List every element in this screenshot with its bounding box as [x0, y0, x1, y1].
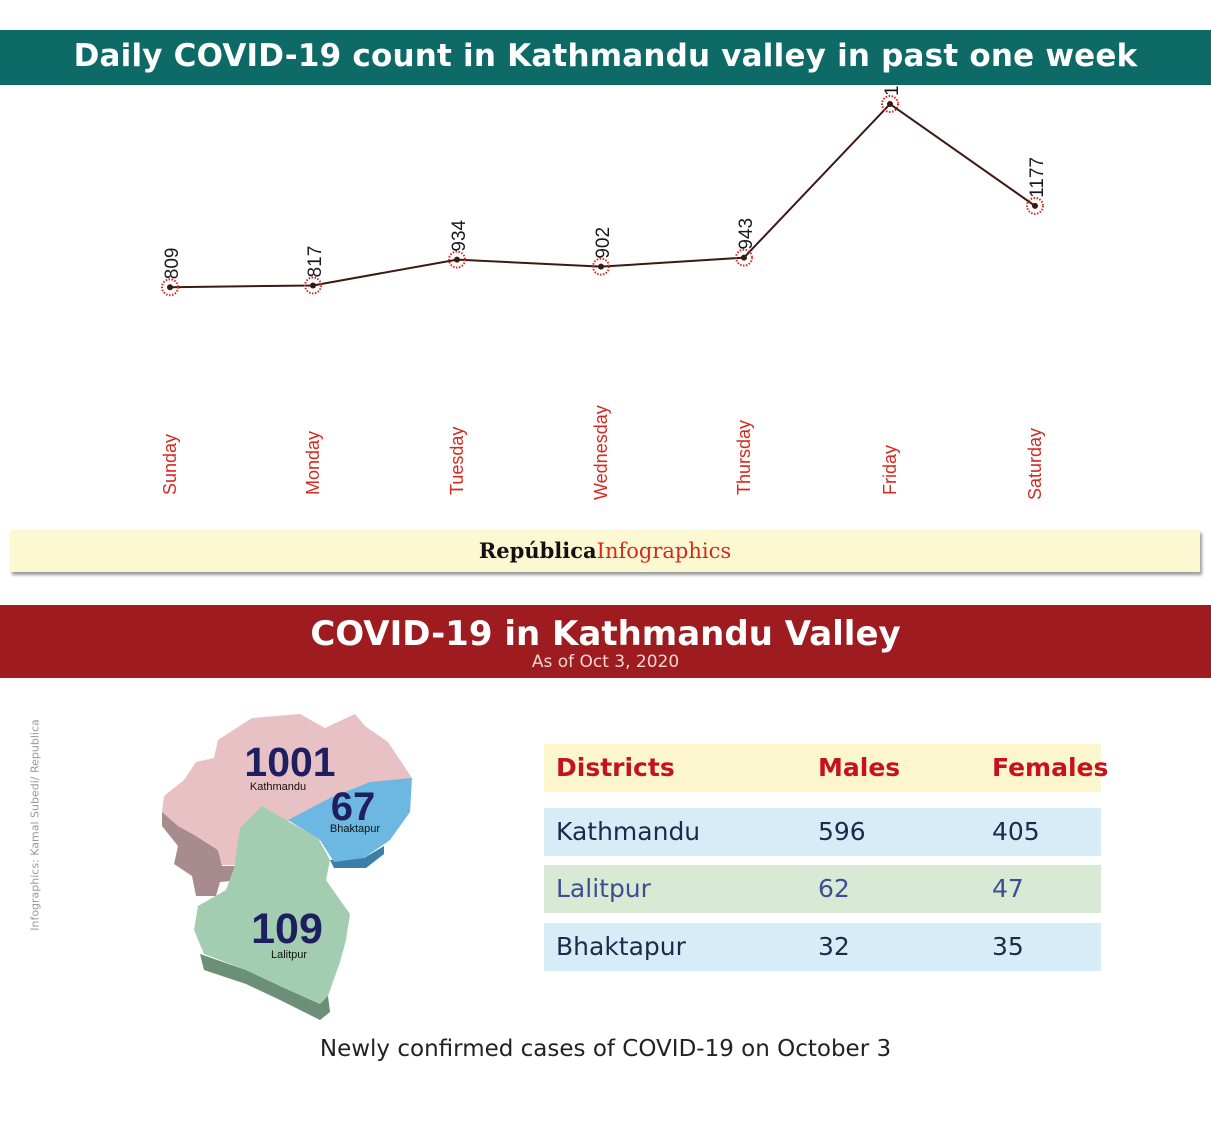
data-point — [161, 278, 179, 297]
brand-name: República — [478, 538, 597, 563]
brand-suffix: Infographics — [596, 539, 732, 563]
district-cell: Lalitpur — [556, 874, 651, 903]
data-label: 943 — [736, 218, 757, 250]
data-label: 1177 — [1027, 157, 1048, 198]
section-subtitle: As of Oct 3, 2020 — [531, 652, 680, 672]
lalitpur-region — [194, 806, 350, 1004]
bhaktapur-region — [288, 778, 412, 862]
kathmandu-region-shadow — [162, 812, 242, 896]
data-point — [881, 95, 899, 114]
section-banner: COVID-19 in Kathmandu Valley As of Oct 3… — [0, 605, 1211, 678]
header-females: Females — [992, 753, 1109, 782]
data-label: 934 — [449, 219, 470, 251]
kathmandu-label: Kathmandu — [250, 781, 306, 793]
data-point — [304, 276, 322, 295]
bhaktapur-count: 67 — [331, 785, 376, 829]
header-districts: Districts — [556, 753, 675, 782]
district-cell: Kathmandu — [556, 817, 701, 846]
data-label: 809 — [162, 248, 183, 280]
brand-bar: RepúblicaInfographics — [10, 530, 1200, 572]
category-label: Tuesday — [447, 427, 467, 495]
data-label: 817 — [305, 246, 326, 278]
lalitpur-region-shadow — [200, 954, 330, 1020]
males-cell: 62 — [818, 874, 850, 903]
category-label: Wednesday — [591, 405, 611, 500]
females-cell: 47 — [992, 874, 1024, 903]
table-header: Districts Males Females — [544, 744, 1108, 792]
credit-text: Infographics: Kamal Subedi/ Republica — [28, 719, 42, 931]
table-row: Bhaktapur 32 35 — [544, 923, 1101, 971]
chart-title: Daily COVID-19 count in Kathmandu valley… — [73, 38, 1138, 74]
data-point — [592, 257, 610, 276]
section-title: COVID-19 in Kathmandu Valley — [310, 614, 901, 654]
category-label: Saturday — [1025, 428, 1045, 500]
females-cell: 35 — [992, 932, 1024, 961]
females-cell: 405 — [992, 817, 1040, 846]
lalitpur-count: 109 — [251, 905, 323, 953]
table-row: Kathmandu 596 405 — [544, 808, 1101, 856]
lalitpur-label: Lalitpur — [271, 949, 307, 961]
top-banner: Daily COVID-19 count in Kathmandu valley… — [0, 30, 1211, 85]
bhaktapur-label: Bhaktapur — [330, 823, 380, 835]
line-chart: 809 Sunday 817 Monday 934 Tuesday 902 Wednesday… — [160, 85, 1048, 500]
males-cell: 596 — [818, 817, 866, 846]
kathmandu-count: 1001 — [244, 739, 335, 785]
category-label: Friday — [880, 445, 900, 495]
kathmandu-region — [162, 714, 412, 865]
footnote: Newly confirmed cases of COVID-19 on Oct… — [319, 1036, 892, 1062]
category-label: Thursday — [734, 420, 754, 495]
data-label: 902 — [593, 227, 614, 259]
data-point — [1026, 196, 1044, 215]
category-label: Monday — [303, 431, 323, 495]
category-label: Sunday — [160, 434, 180, 495]
header-males: Males — [818, 753, 901, 782]
data-label: 1638 — [882, 85, 903, 96]
data-point — [448, 250, 466, 269]
table-row: Lalitpur 62 47 — [544, 865, 1101, 913]
valley-map: 1001 Kathmandu 67 Bhaktapur 109 Lalitpur — [162, 714, 412, 1020]
district-cell: Bhaktapur — [556, 932, 686, 961]
bhaktapur-region-shadow — [330, 846, 384, 868]
males-cell: 32 — [818, 932, 850, 961]
